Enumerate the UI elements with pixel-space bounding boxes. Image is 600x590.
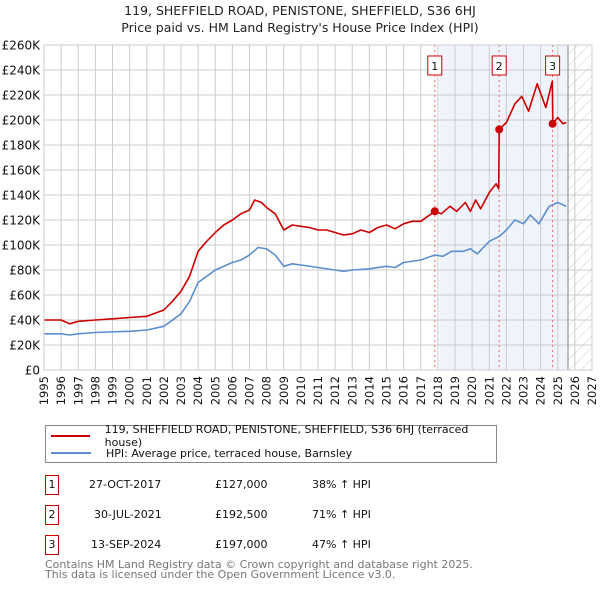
x-tick-label: 1995 [37, 376, 51, 405]
x-tick-label: 2002 [157, 376, 171, 405]
plot-border [43, 44, 593, 371]
transaction-number: 3 [45, 535, 59, 555]
y-tick-label: £160K [2, 164, 42, 178]
y-tick-label: £240K [2, 64, 42, 78]
sale-point [430, 207, 439, 216]
x-tick-label: 2012 [328, 376, 342, 405]
footer-copyright: Contains HM Land Registry data © Crown c… [45, 558, 473, 571]
legend-swatch-property [51, 435, 90, 437]
y-tick-label: £200K [2, 114, 42, 128]
x-tick-label: 2025 [551, 376, 565, 405]
transaction-date: 30-JUL-2021 [94, 508, 162, 521]
x-tick-label: 2016 [397, 376, 411, 405]
x-tick-label: 2026 [568, 376, 582, 405]
x-tick-label: 2022 [499, 376, 513, 405]
transaction-price: £197,000 [215, 538, 268, 551]
x-tick-label: 2021 [482, 376, 496, 405]
y-tick-label: £100K [2, 239, 42, 253]
sale-label: 1 [431, 60, 438, 73]
legend-swatch-hpi [51, 452, 91, 454]
x-tick-label: 2024 [534, 376, 548, 405]
transaction-price: £127,000 [215, 478, 268, 491]
footer-licence: This data is licensed under the Open Gov… [45, 568, 396, 581]
sale-label-box [545, 55, 561, 76]
y-tick-label: £0 [25, 364, 40, 378]
x-tick-label: 2019 [448, 376, 462, 405]
hpi-line [44, 201, 567, 336]
x-tick-label: 2006 [225, 376, 239, 405]
y-tick-label: £180K [2, 139, 42, 153]
y-tick-label: £140K [2, 189, 42, 203]
x-tick-label: 2000 [123, 376, 137, 405]
chart-title: 119, SHEFFIELD ROAD, PENISTONE, SHEFFIEL… [124, 3, 476, 18]
y-tick-label: £40K [9, 314, 41, 328]
transaction-hpi: 38% ↑ HPI [312, 478, 371, 491]
sale-label: 3 [549, 60, 556, 73]
legend-label: 119, SHEFFIELD ROAD, PENISTONE, SHEFFIEL… [104, 423, 469, 449]
legend: 119, SHEFFIELD ROAD, PENISTONE, SHEFFIEL… [45, 423, 497, 463]
transaction-price: £192,500 [215, 508, 268, 521]
transaction-row: 1 27-OCT-2017 £127,000 38% ↑ HPI [45, 475, 495, 495]
y-tick-label: £120K [2, 214, 42, 228]
legend-label: HPI: Average price, terraced house, Barn… [106, 446, 353, 460]
sale-label-box [491, 55, 507, 76]
x-tick-label: 2004 [191, 376, 205, 405]
x-tick-label: 2011 [311, 376, 325, 405]
chart-subtitle: Price paid vs. HM Land Registry's House … [121, 20, 479, 35]
x-tick-label: 1997 [71, 376, 85, 405]
x-tick-label: 2013 [345, 376, 359, 405]
x-tick-label: 2008 [260, 376, 274, 405]
transaction-date: 13-SEP-2024 [91, 538, 162, 551]
x-tick-label: 2009 [277, 376, 291, 405]
transaction-number: 1 [45, 475, 59, 495]
x-tick-label: 2003 [174, 376, 188, 405]
x-tick-label: 2014 [362, 376, 376, 405]
y-tick-label: £80K [9, 264, 41, 278]
y-tick-label: £260K [2, 39, 42, 53]
y-tick-label: £60K [9, 289, 41, 303]
x-tick-label: 2017 [414, 376, 428, 405]
sale-label: 2 [496, 60, 503, 73]
y-tick-label: £220K [2, 89, 42, 103]
future-hatch [568, 45, 592, 370]
x-tick-label: 2020 [465, 376, 479, 405]
transaction-hpi: 47% ↑ HPI [312, 538, 371, 551]
x-tick-label: 2015 [380, 376, 394, 405]
x-tick-label: 2005 [208, 376, 222, 405]
transaction-date: 27-OCT-2017 [89, 478, 162, 491]
price-chart: 1995 1996 1997 1998 1999 2000 2001 2002 2003 2004… [2, 39, 599, 406]
x-tick-label: 2018 [431, 376, 445, 405]
legend-item-property: 119, SHEFFIELD ROAD, PENISTONE, SHEFFIEL… [51, 423, 496, 449]
transaction-hpi: 71% ↑ HPI [312, 508, 371, 521]
x-tick-label: 2027 [585, 376, 599, 405]
sale-label-box [427, 55, 443, 76]
footer: Contains HM Land Registry data © Crown c… [45, 558, 473, 581]
transaction-number: 2 [45, 505, 59, 525]
x-tick-label: 2023 [517, 376, 531, 405]
sale-point [495, 125, 504, 134]
x-tick-label: 2001 [140, 376, 154, 405]
y-tick-label: £20K [9, 339, 41, 353]
transaction-row: 2 30-JUL-2021 £192,500 71% ↑ HPI [45, 505, 495, 525]
transaction-row: 3 13-SEP-2024 £197,000 47% ↑ HPI [45, 535, 495, 555]
x-tick-label: 1996 [54, 376, 68, 405]
property-price-line [44, 80, 567, 325]
x-tick-label: 2010 [294, 376, 308, 405]
x-tick-label: 1999 [106, 376, 120, 405]
x-tick-label: 2007 [243, 376, 257, 405]
legend-item-hpi: HPI: Average price, terraced house, Barn… [51, 445, 352, 461]
x-tick-label: 1998 [88, 376, 102, 405]
sale-point [548, 119, 557, 128]
